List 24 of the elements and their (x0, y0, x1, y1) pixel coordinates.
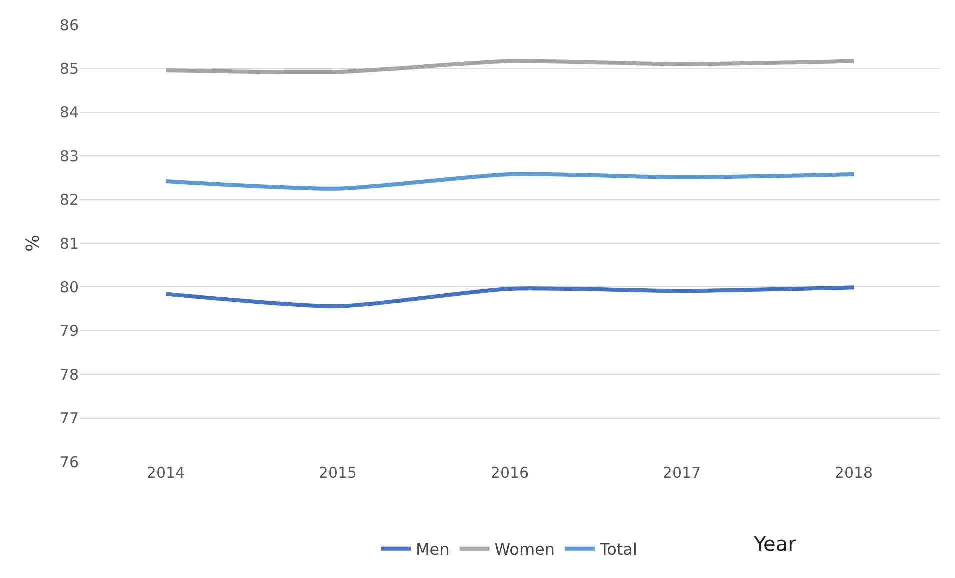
y-axis-title: % (23, 234, 44, 252)
y-tick-label: 83 (60, 147, 79, 166)
legend-label: Men (416, 540, 450, 560)
y-tick-label: 82 (60, 191, 79, 210)
y-tick-label: 81 (60, 234, 79, 253)
y-tick-label: 84 (60, 104, 79, 122)
line-series (164, 172, 856, 191)
y-tick-label: 79 (60, 322, 79, 340)
line-series (164, 286, 856, 308)
legend-label: Women (494, 540, 556, 560)
y-tick-label: 76 (60, 453, 79, 472)
x-tick-label: 2017 (662, 464, 702, 482)
x-axis-title: Year (753, 532, 798, 556)
y-tick-label: 85 (60, 60, 79, 78)
x-tick-label: 2018 (834, 464, 874, 482)
x-tick-label: 2016 (490, 464, 530, 482)
line-series (164, 59, 856, 74)
legend-label: Total (599, 540, 638, 560)
x-tick-label: 2015 (318, 464, 358, 482)
y-tick-label: 77 (60, 410, 79, 428)
y-tick-label: 86 (60, 16, 79, 34)
x-tick-label: 2014 (146, 464, 186, 482)
y-tick-label: 78 (60, 366, 79, 384)
y-tick-label: 80 (60, 278, 79, 296)
